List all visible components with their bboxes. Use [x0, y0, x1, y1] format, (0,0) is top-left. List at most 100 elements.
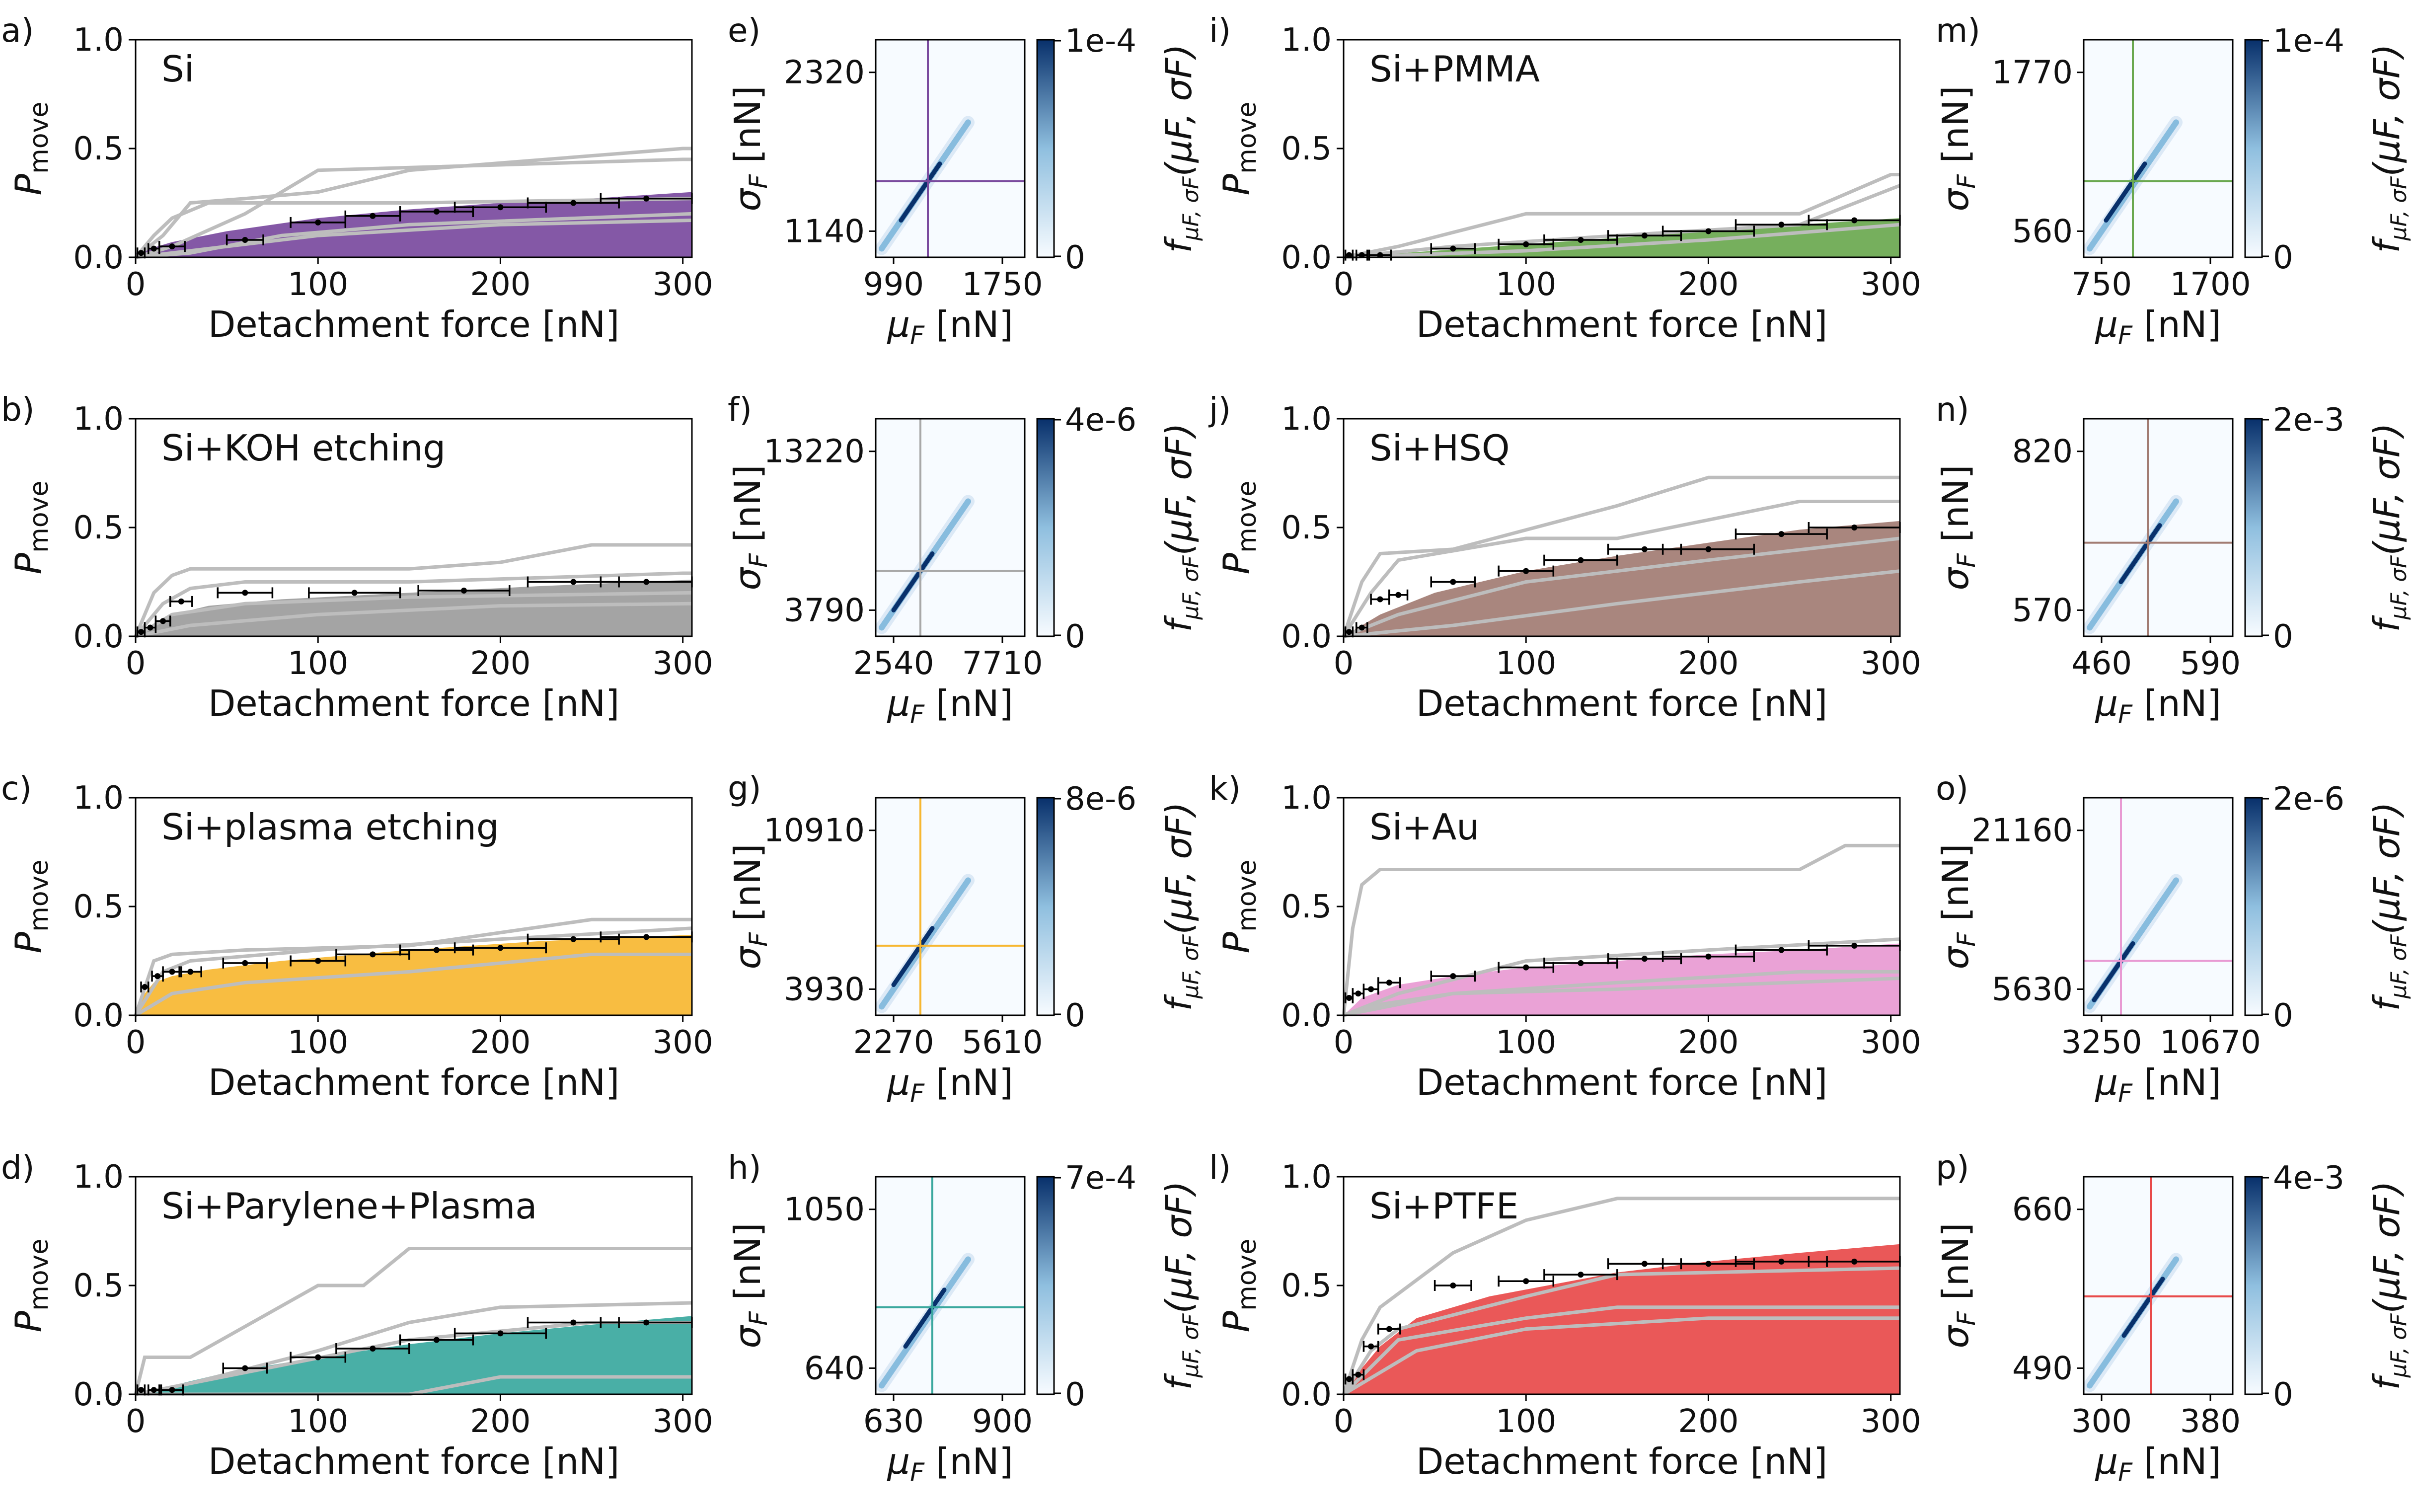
- marker: [351, 590, 358, 596]
- heatmap-x-tick-label: 900: [972, 1403, 1033, 1440]
- data-point-3: [1362, 1341, 1379, 1352]
- sample-curve-3: [1343, 970, 1900, 1017]
- fit-area: [1344, 521, 1900, 636]
- y-tick-label: 0.5: [73, 131, 124, 167]
- data-point-5: [1430, 971, 1476, 982]
- heatmap-y-tick-label: 820: [2012, 434, 2073, 470]
- x-tick-label: 300: [653, 1403, 713, 1440]
- y-tick-label: 1.0: [1281, 1159, 1332, 1196]
- heatmap-x-tick-label: 7710: [962, 645, 1043, 682]
- data-point-6: [1543, 234, 1618, 245]
- marker: [570, 936, 577, 942]
- data-point-4: [1377, 977, 1401, 988]
- colorbar-label: fμF, σF(μF, σF): [2366, 44, 2412, 253]
- heatmap-y-tick-label: 21160: [1971, 813, 2073, 849]
- x-axis-label: Detachment force [nN]: [208, 682, 619, 724]
- marker: [1450, 973, 1456, 980]
- data-point-7: [1543, 1269, 1618, 1281]
- marker: [315, 958, 321, 964]
- data-point-3: [1370, 594, 1390, 605]
- heatmap-y-tick-label: 660: [2012, 1192, 2073, 1228]
- marker: [1368, 986, 1374, 992]
- data-point-4: [1377, 1323, 1401, 1335]
- marker: [169, 1387, 175, 1393]
- x-tick-label: 200: [470, 266, 530, 303]
- density-peak: [891, 551, 935, 612]
- data-point-5: [1434, 1280, 1472, 1291]
- marker: [1705, 953, 1712, 960]
- marker: [1359, 624, 1365, 631]
- y-tick-label: 0.0: [73, 239, 124, 276]
- marker: [1377, 596, 1383, 603]
- panel-title: Si+Parylene+Plasma: [161, 1185, 537, 1227]
- y-axis-label: Pmove: [1215, 860, 1262, 954]
- heatmap-x-axis-label: μF [nN]: [887, 1440, 1013, 1487]
- heatmap-y-axis-label: σF [nN]: [1935, 86, 1981, 212]
- data-point-6: [1498, 1276, 1555, 1287]
- colorbar-min-label: 0: [2273, 997, 2293, 1034]
- sample-curve-4: [1343, 977, 1900, 1017]
- data-point-3: [154, 615, 171, 627]
- marker: [1641, 1261, 1648, 1267]
- sample-curve-3: [135, 157, 692, 259]
- x-tick-label: 100: [1496, 1403, 1556, 1440]
- marker: [242, 960, 248, 966]
- marker: [1386, 1326, 1392, 1332]
- panel-letter: k): [1209, 769, 1241, 808]
- x-tick-label: 300: [1861, 645, 1921, 682]
- marker: [570, 200, 577, 206]
- data-point-9: [1661, 1258, 1755, 1270]
- heatmap-x-axis-label: μF [nN]: [2095, 682, 2221, 729]
- sample-curve-2: [1342, 1266, 1900, 1395]
- marker: [643, 1319, 650, 1326]
- heatmap-y-tick-label: 13220: [763, 434, 865, 470]
- x-tick-label: 100: [1496, 645, 1556, 682]
- data-point-2: [1352, 988, 1365, 999]
- x-tick-label: 300: [653, 645, 713, 682]
- heatmap-x-axis-label: μF [nN]: [2095, 1440, 2221, 1487]
- heatmap-y-tick-label: 5630: [1992, 971, 2073, 1008]
- sample-curve-1: [134, 1247, 692, 1395]
- fit-area: [1344, 1244, 1900, 1394]
- heatmap-y-tick-label: 3930: [784, 971, 865, 1008]
- data-point-4: [1430, 243, 1476, 254]
- data-point-4: [169, 596, 193, 607]
- marker: [497, 204, 504, 211]
- marker: [178, 598, 184, 605]
- x-axis-label: Detachment force [nN]: [1416, 682, 1827, 724]
- marker: [643, 195, 650, 202]
- x-tick-label: 0: [1334, 1403, 1354, 1440]
- marker: [1778, 222, 1785, 228]
- x-tick-label: 100: [288, 1403, 348, 1440]
- colorbar-max-label: 7e-4: [1065, 1160, 1136, 1197]
- data-point-4: [1388, 589, 1409, 601]
- colorbar-max-label: 4e-6: [1065, 402, 1136, 439]
- marker: [1523, 241, 1529, 247]
- x-tick-label: 200: [470, 1024, 530, 1061]
- colorbar-min-label: 0: [2273, 1376, 2293, 1413]
- panel-letter: c): [1, 769, 32, 808]
- colorbar-label: fμF, σF(μF, σF): [2366, 802, 2412, 1011]
- heatmap-y-tick-label: 10910: [763, 813, 865, 849]
- marker: [370, 951, 376, 958]
- x-tick-label: 200: [1678, 1024, 1738, 1061]
- marker: [138, 629, 145, 635]
- heatmap-frame: [2083, 1176, 2234, 1395]
- heatmap-panel-letter: p): [1936, 1148, 1969, 1187]
- data-point-1: [140, 982, 150, 993]
- density-peak: [891, 926, 935, 987]
- marker: [433, 947, 440, 953]
- marker: [1346, 629, 1353, 635]
- marker: [1386, 980, 1392, 986]
- y-tick-label: 0.0: [1281, 1376, 1332, 1413]
- x-tick-label: 300: [1861, 266, 1921, 303]
- heatmap-frame: [875, 1176, 1026, 1395]
- data-point-6: [308, 587, 401, 599]
- marker: [370, 213, 376, 219]
- panel-letter: b): [1, 390, 35, 429]
- marker: [1450, 1283, 1456, 1288]
- sample-curve-2: [1343, 937, 1900, 1017]
- marker: [242, 236, 248, 243]
- marker: [433, 209, 440, 215]
- heatmap-frame: [2083, 418, 2234, 637]
